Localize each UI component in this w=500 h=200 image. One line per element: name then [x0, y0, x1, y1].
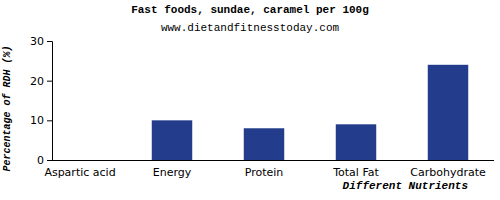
x-tick: Aspartic acid — [44, 160, 115, 179]
x-tick-label: Energy — [153, 166, 192, 179]
chart: 0 10 20 30 Aspartic acid Energy Protein Total F… — [0, 0, 500, 200]
x-tick-label: Total Fat — [332, 166, 379, 179]
x-axis-title: Different Nutrients — [343, 180, 469, 192]
title: Fast foods, sundae, caramel per 100g — [131, 4, 369, 16]
x-tick: Carbohydrate — [410, 160, 486, 179]
x-tick: Energy — [153, 160, 192, 179]
y-axis-title: Percentage of RDH (%) — [2, 45, 13, 171]
x-tick-label: Protein — [245, 166, 284, 179]
y-tick-label: 0 — [37, 154, 44, 167]
x-tick-label: Carbohydrate — [410, 166, 486, 179]
subtitle: www.dietandfitnesstoday.com — [161, 22, 340, 34]
y-tick: 30 — [30, 35, 52, 48]
y-tick: 20 — [30, 75, 52, 88]
x-axis-line — [52, 160, 494, 161]
x-axis: Aspartic acid Energy Protein Total Fat Carbo… — [44, 160, 494, 179]
x-tick-label: Aspartic acid — [44, 166, 115, 179]
y-tick-mark — [47, 41, 52, 42]
y-tick: 10 — [30, 114, 52, 127]
y-tick-mark — [47, 160, 52, 161]
bars — [152, 65, 468, 160]
y-tick-mark — [47, 81, 52, 82]
background — [0, 0, 500, 200]
bar — [336, 124, 376, 160]
y-tick-mark — [47, 120, 52, 121]
y-tick-label: 20 — [30, 75, 44, 88]
x-tick: Protein — [245, 160, 284, 179]
y-axis: 0 10 20 30 — [30, 35, 53, 167]
y-tick-label: 10 — [30, 114, 44, 127]
bar — [152, 120, 192, 160]
bar — [244, 128, 284, 160]
y-axis-line — [47, 42, 53, 161]
bar — [428, 65, 468, 160]
x-tick: Total Fat — [332, 160, 379, 179]
bar — [60, 160, 100, 161]
y-tick-label: 30 — [30, 35, 44, 48]
